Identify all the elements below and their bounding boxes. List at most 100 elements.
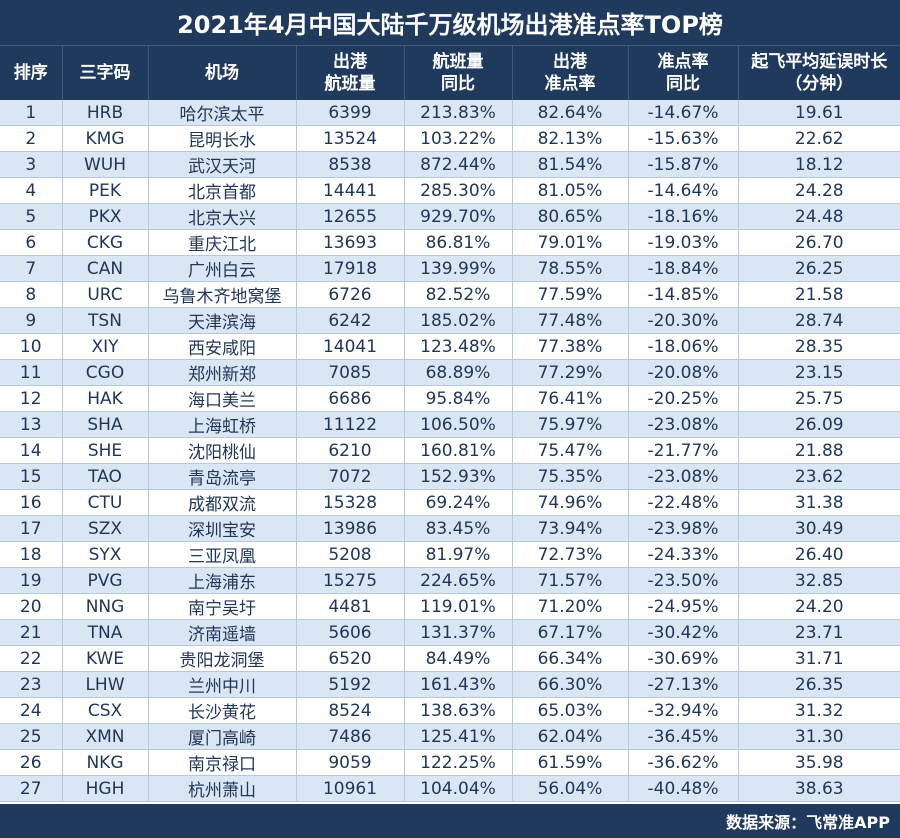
flights-yoy-cell: 95.84% [404, 385, 513, 412]
avg-delay-cell: 31.38 [738, 489, 900, 516]
avg-delay-cell: 30.49 [738, 515, 900, 542]
flights-yoy-cell: 119.01% [404, 593, 513, 620]
ontime-rate-cell: 71.20% [512, 593, 629, 620]
airport-name-cell: 北京大兴 [148, 203, 297, 230]
rank-cell: 4 [0, 177, 63, 204]
header-rank: 排序 [0, 46, 63, 100]
code-cell: TNA [62, 619, 149, 646]
code-cell: CAN [62, 255, 149, 282]
airport-name-cell: 杭州萧山 [148, 775, 297, 802]
airport-name-cell: 北京首都 [148, 177, 297, 204]
ontime-yoy-cell: -23.08% [628, 411, 739, 438]
flights-cell: 7486 [296, 723, 405, 750]
flights-cell: 13524 [296, 125, 405, 152]
airport-name-cell: 广州白云 [148, 255, 297, 282]
flights-yoy-cell: 82.52% [404, 281, 513, 308]
rank-cell: 9 [0, 307, 63, 334]
avg-delay-cell: 26.70 [738, 229, 900, 256]
ontime-yoy-cell: -21.77% [628, 437, 739, 464]
airport-name-cell: 哈尔滨太平 [148, 100, 297, 126]
flights-yoy-cell: 122.25% [404, 749, 513, 776]
ontime-yoy-cell: -22.48% [628, 489, 739, 516]
header-ontime-yoy: 准点率 同比 [628, 46, 739, 100]
flights-cell: 6399 [296, 100, 405, 126]
table-row: 7 CAN 广州白云 17918 139.99% 78.55% -18.84% 26.25 [0, 255, 900, 282]
table-header: 排序 三字码 机场 出港 航班量 航班量 同比 出港 准点率 准点率 同比 起飞平均延误… [0, 46, 900, 100]
rank-cell: 17 [0, 515, 63, 542]
code-cell: XMN [62, 723, 149, 750]
code-cell: CGO [62, 359, 149, 386]
flights-cell: 15328 [296, 489, 405, 516]
header-flights-yoy: 航班量 同比 [404, 46, 513, 100]
avg-delay-cell: 24.28 [738, 177, 900, 204]
code-cell: CTU [62, 489, 149, 516]
table-row: 25 XMN 厦门高崎 7486 125.41% 62.04% -36.45% 31.30 [0, 723, 900, 750]
ontime-rate-cell: 82.13% [512, 125, 629, 152]
avg-delay-cell: 24.48 [738, 203, 900, 230]
table-row: 5 PKX 北京大兴 12655 929.70% 80.65% -18.16% 24.48 [0, 203, 900, 230]
table-row: 20 NNG 南宁吴圩 4481 119.01% 71.20% -24.95% 24.20 [0, 593, 900, 620]
code-cell: HRB [62, 100, 149, 126]
rank-cell: 24 [0, 697, 63, 724]
avg-delay-cell: 38.63 [738, 775, 900, 802]
rank-cell: 11 [0, 359, 63, 386]
table-row: 3 WUH 武汉天河 8538 872.44% 81.54% -15.87% 18.12 [0, 151, 900, 178]
avg-delay-cell: 25.75 [738, 385, 900, 412]
ontime-rate-cell: 75.47% [512, 437, 629, 464]
table-row: 19 PVG 上海浦东 15275 224.65% 71.57% -23.50% 32.85 [0, 567, 900, 594]
code-cell: SHA [62, 411, 149, 438]
avg-delay-cell: 22.62 [738, 125, 900, 152]
flights-yoy-cell: 224.65% [404, 567, 513, 594]
table-row: 2 KMG 昆明长水 13524 103.22% 82.13% -15.63% 22.62 [0, 125, 900, 152]
flights-cell: 13986 [296, 515, 405, 542]
flights-cell: 6726 [296, 281, 405, 308]
ontime-rate-cell: 78.55% [512, 255, 629, 282]
airport-name-cell: 青岛流亭 [148, 463, 297, 490]
avg-delay-cell: 26.40 [738, 541, 900, 568]
ontime-rate-cell: 77.48% [512, 307, 629, 334]
ranking-table: 排序 三字码 机场 出港 航班量 航班量 同比 出港 准点率 准点率 同比 起飞平均延误… [0, 46, 900, 802]
avg-delay-cell: 26.09 [738, 411, 900, 438]
flights-cell: 17918 [296, 255, 405, 282]
ontime-yoy-cell: -27.13% [628, 671, 739, 698]
flights-yoy-cell: 123.48% [404, 333, 513, 360]
table-row: 15 TAO 青岛流亭 7072 152.93% 75.35% -23.08% 23.62 [0, 463, 900, 490]
table-row: 16 CTU 成都双流 15328 69.24% 74.96% -22.48% 31.38 [0, 489, 900, 516]
rank-cell: 15 [0, 463, 63, 490]
ontime-yoy-cell: -23.98% [628, 515, 739, 542]
page-title: 2021年4月中国大陆千万级机场出港准点率TOP榜 [0, 0, 900, 46]
table-row: 18 SYX 三亚凤凰 5208 81.97% 72.73% -24.33% 26.40 [0, 541, 900, 568]
airport-name-cell: 昆明长水 [148, 125, 297, 152]
rank-cell: 5 [0, 203, 63, 230]
ontime-yoy-cell: -19.03% [628, 229, 739, 256]
header-ontime-rate: 出港 准点率 [512, 46, 629, 100]
flights-yoy-cell: 138.63% [404, 697, 513, 724]
flights-yoy-cell: 69.24% [404, 489, 513, 516]
flights-cell: 11122 [296, 411, 405, 438]
flights-cell: 4481 [296, 593, 405, 620]
ontime-rate-cell: 66.30% [512, 671, 629, 698]
avg-delay-cell: 23.71 [738, 619, 900, 646]
rank-cell: 23 [0, 671, 63, 698]
code-cell: XIY [62, 333, 149, 360]
table-row: 10 XIY 西安咸阳 14041 123.48% 77.38% -18.06% 28.35 [0, 333, 900, 360]
avg-delay-cell: 24.20 [738, 593, 900, 620]
table-row: 21 TNA 济南遥墙 5606 131.37% 67.17% -30.42% 23.71 [0, 619, 900, 646]
table-body: 1 HRB 哈尔滨太平 6399 213.83% 82.64% -14.67% 19.61 2 K… [0, 100, 900, 802]
code-cell: WUH [62, 151, 149, 178]
rank-cell: 2 [0, 125, 63, 152]
flights-cell: 10961 [296, 775, 405, 802]
flights-yoy-cell: 152.93% [404, 463, 513, 490]
airport-name-cell: 厦门高崎 [148, 723, 297, 750]
rank-cell: 6 [0, 229, 63, 256]
ontime-yoy-cell: -24.95% [628, 593, 739, 620]
airport-name-cell: 天津滨海 [148, 307, 297, 334]
table-row: 17 SZX 深圳宝安 13986 83.45% 73.94% -23.98% 30.49 [0, 515, 900, 542]
avg-delay-cell: 21.88 [738, 437, 900, 464]
header-flights: 出港 航班量 [296, 46, 405, 100]
airport-name-cell: 乌鲁木齐地窝堡 [148, 281, 297, 308]
code-cell: TSN [62, 307, 149, 334]
ontime-yoy-cell: -15.63% [628, 125, 739, 152]
flights-cell: 6242 [296, 307, 405, 334]
code-cell: HAK [62, 385, 149, 412]
